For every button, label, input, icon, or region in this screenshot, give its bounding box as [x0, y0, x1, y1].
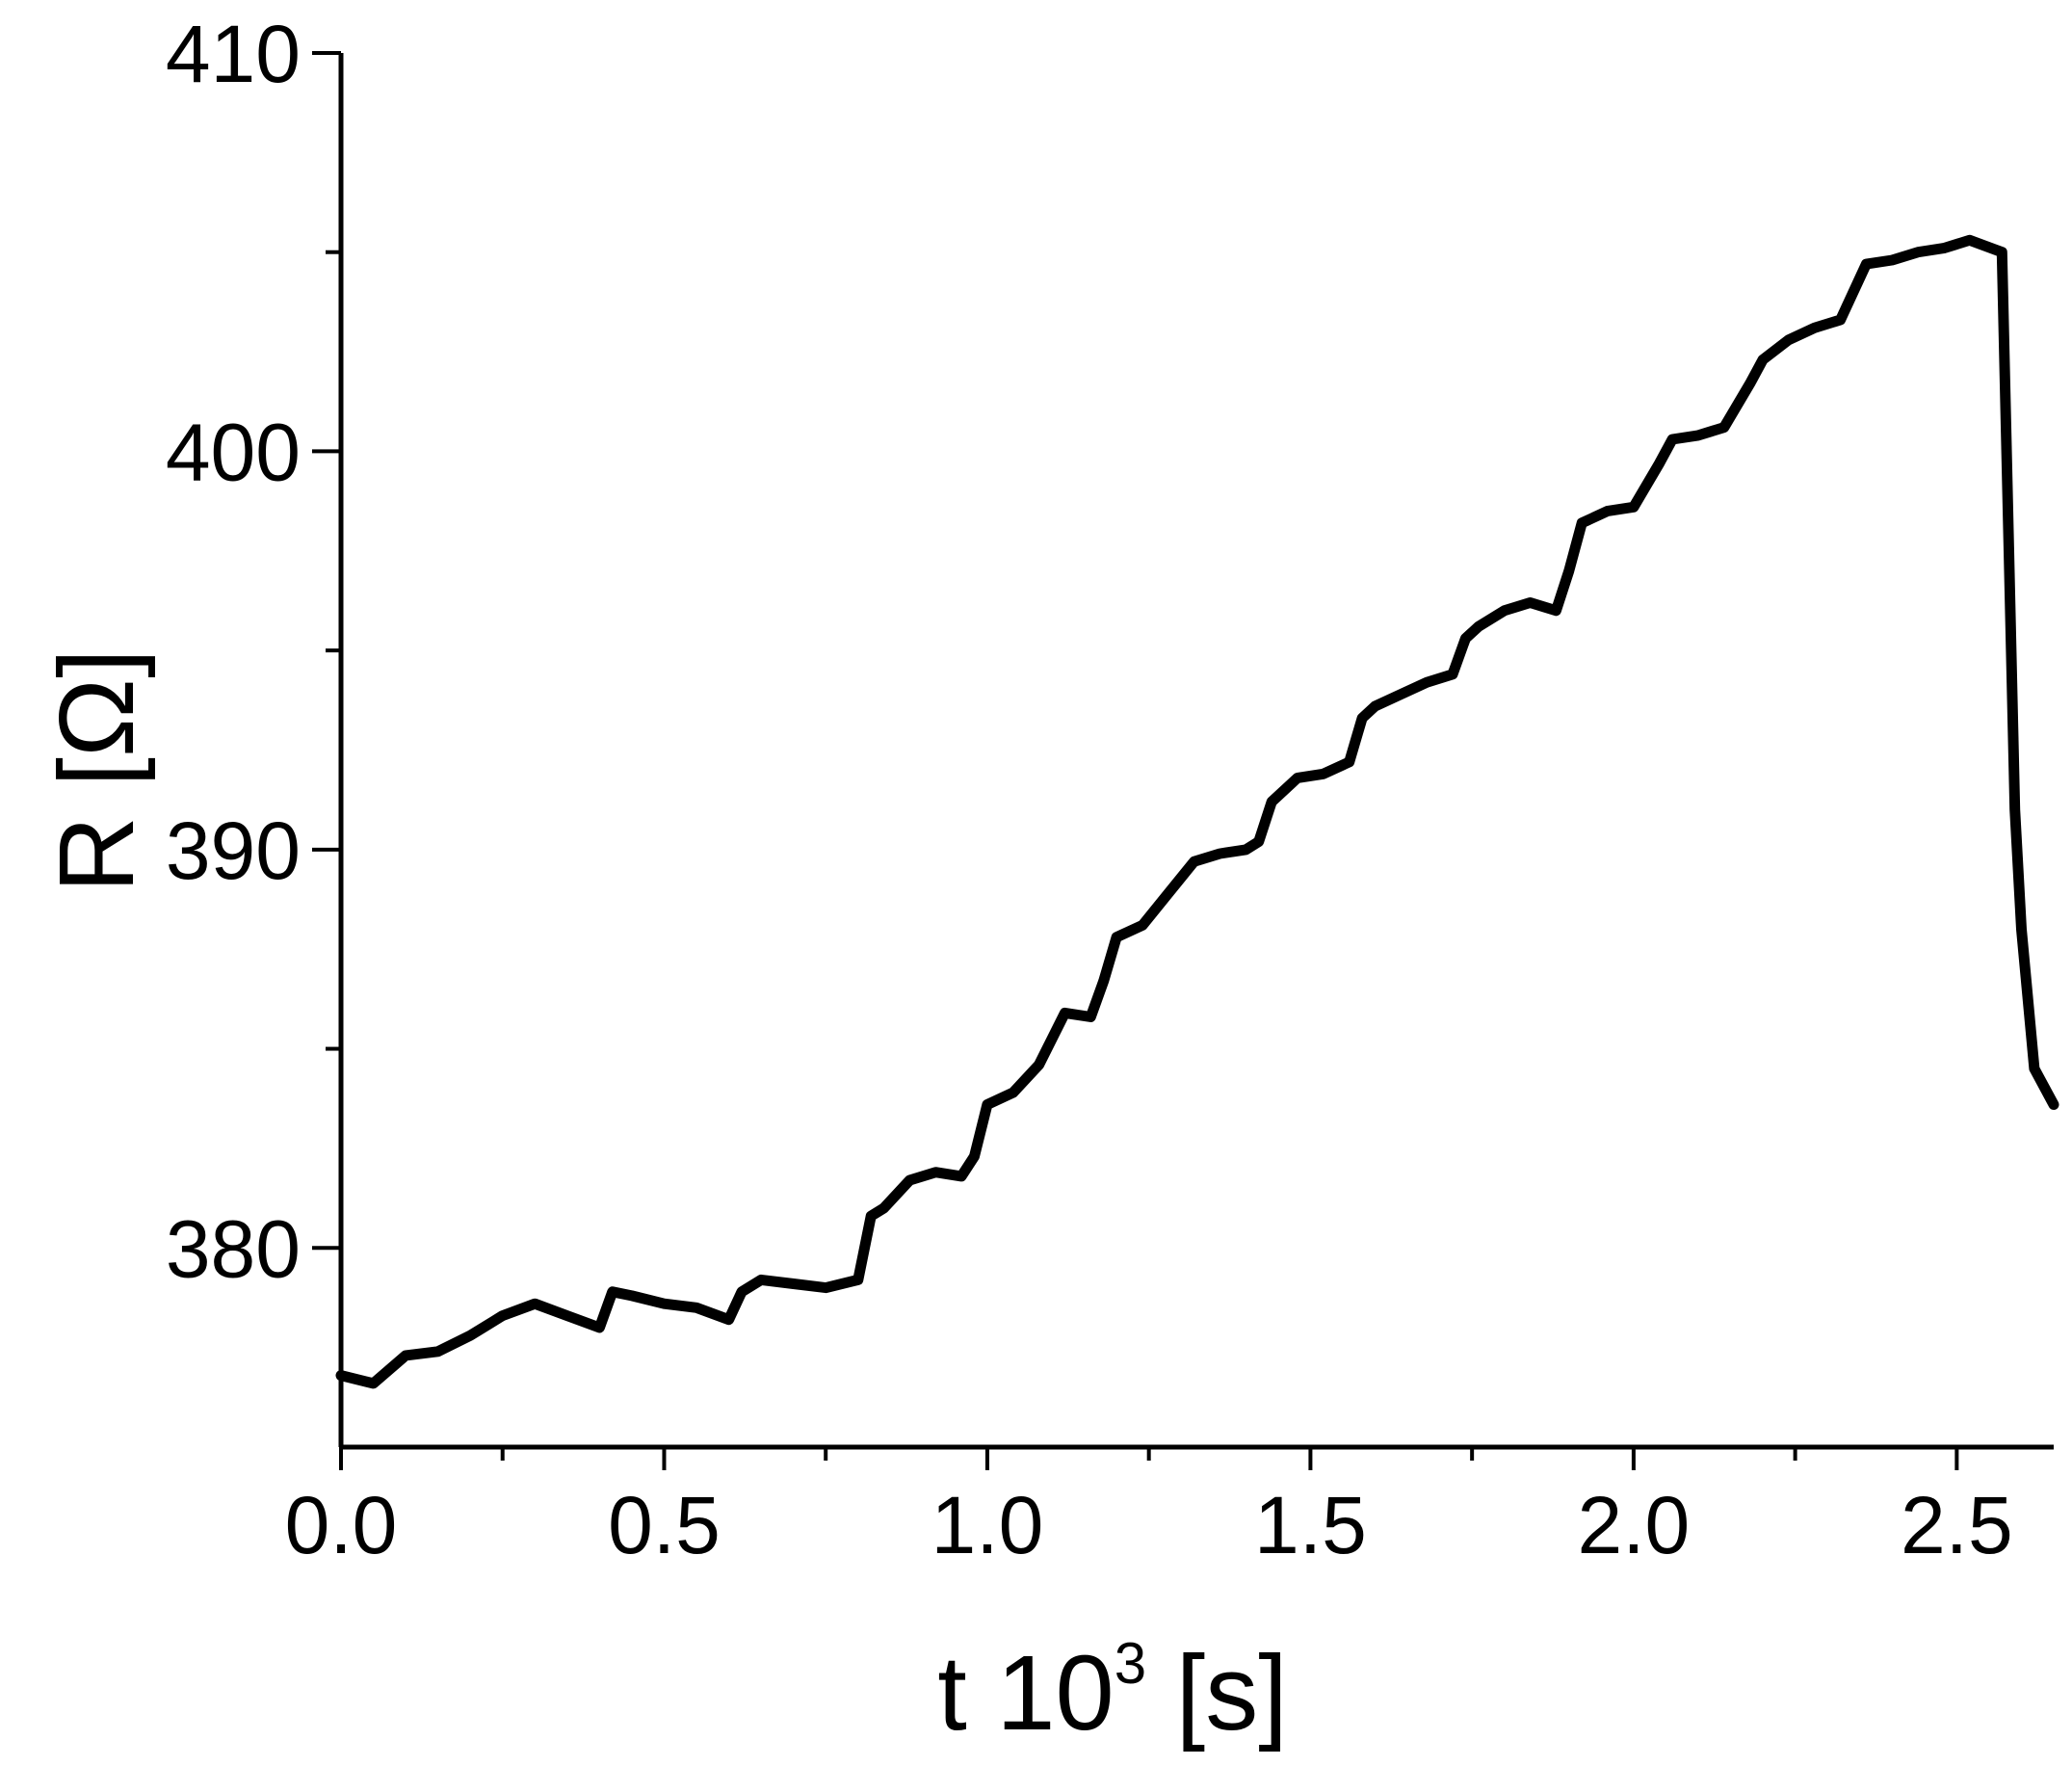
x-tick-labels: 0.0 0.5 1.0 1.5 2.0 2.5	[285, 1480, 2013, 1570]
x-axis-title-sup: 3	[1115, 1631, 1146, 1696]
x-tick-label: 2.5	[1901, 1480, 2013, 1570]
y-tick-label: 390	[166, 805, 301, 896]
x-tick-label: 1.5	[1254, 1480, 1367, 1570]
x-tick-label: 0.5	[608, 1480, 721, 1570]
y-tick-label: 410	[166, 9, 301, 99]
y-ticks	[312, 51, 341, 1251]
x-tick-label: 0.0	[285, 1480, 398, 1570]
x-ticks	[339, 1447, 1959, 1470]
y-tick-label: 400	[166, 407, 301, 497]
series-line	[335, 234, 2059, 1389]
x-axis-title-main: t 10	[937, 1634, 1114, 1753]
x-tick-label: 1.0	[931, 1480, 1044, 1570]
y-tick-labels: 380 390 400 410	[166, 9, 301, 1294]
y-axis-title: R [Ω]	[38, 648, 156, 892]
y-tick-label: 380	[166, 1203, 301, 1294]
x-axis-title: t 103 [s]	[937, 1631, 1288, 1753]
x-axis-title-unit: [s]	[1146, 1634, 1288, 1753]
axes	[338, 53, 2054, 1450]
x-tick-label: 2.0	[1577, 1480, 1690, 1570]
